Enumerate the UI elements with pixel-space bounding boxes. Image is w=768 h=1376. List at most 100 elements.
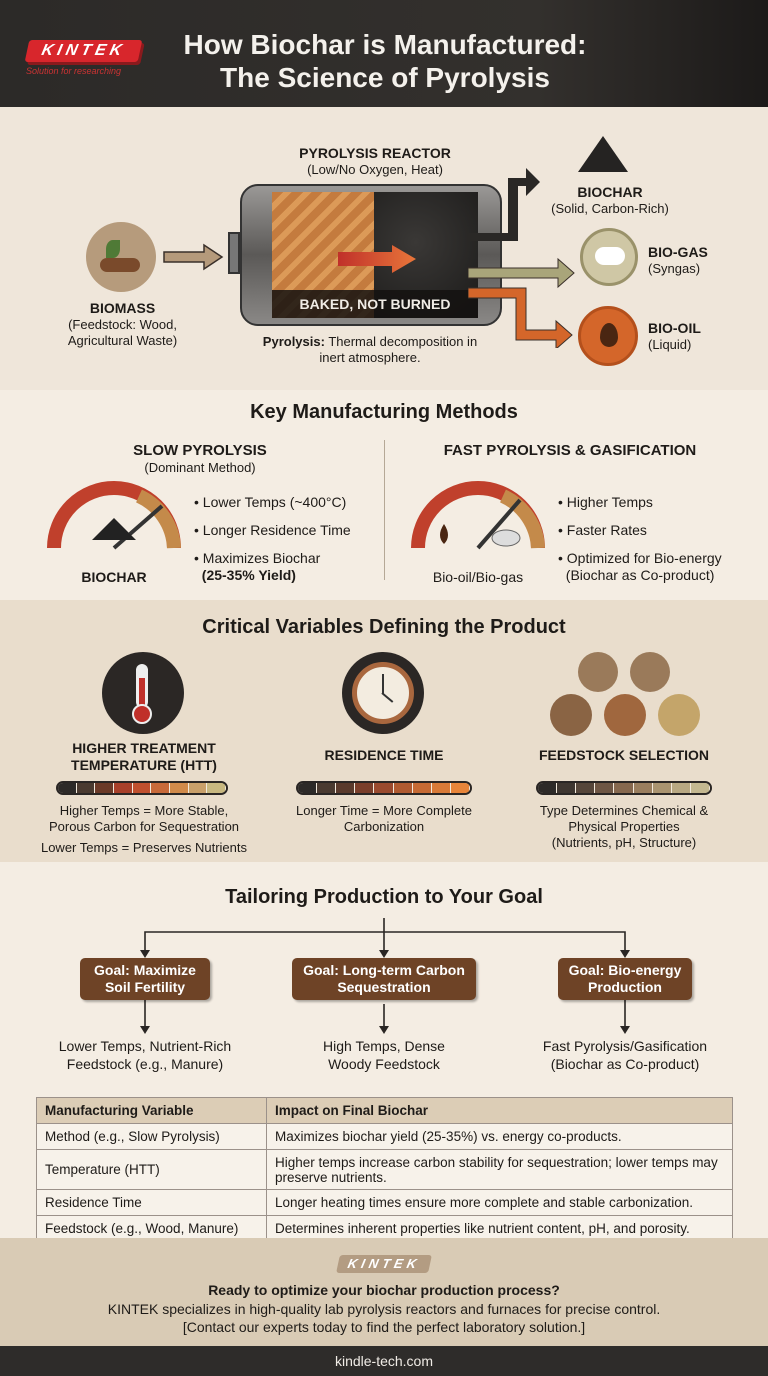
table-cell: Temperature (HTT) <box>36 1149 267 1190</box>
biochar-pile-icon <box>578 136 628 172</box>
reactor-title: PYROLYSIS REACTOR <box>299 145 451 161</box>
goal-line-2: Sequestration <box>337 979 431 995</box>
biomass-sub: (Feedstock: Wood, Agricultural Waste) <box>50 317 195 349</box>
divider <box>384 440 385 580</box>
heat-arrow-icon <box>338 245 416 273</box>
reactor-inlet <box>228 232 240 274</box>
biogas-title: BIO-GAS <box>648 244 708 260</box>
htt-title-1: HIGHER TREATMENT <box>72 740 216 756</box>
biochar-title: BIOCHAR <box>577 184 643 200</box>
htt-scale-bar <box>56 781 228 795</box>
table-row: Residence Time Longer heating times ensur… <box>36 1189 733 1216</box>
table-cell: Determines inherent properties like nutr… <box>266 1215 733 1242</box>
bullet: • Higher Temps <box>558 494 653 510</box>
bullet-bold: (25-35% Yield) <box>201 567 296 583</box>
table-cell: Longer heating times ensure more complet… <box>266 1189 733 1216</box>
cta-headline: Ready to optimize your biochar productio… <box>208 1282 560 1298</box>
bullet: • Faster Rates <box>558 522 647 538</box>
biooil-title: BIO-OIL <box>648 320 701 336</box>
reactor-subtitle: (Low/No Oxygen, Heat) <box>307 162 443 177</box>
bullet-text: Maximizes Biochar <box>202 550 321 566</box>
bullet-text: Longer Residence Time <box>202 522 351 538</box>
feedstock-title: FEEDSTOCK SELECTION <box>538 747 710 763</box>
result-line-2: (Biochar as Co-product) <box>550 1056 700 1072</box>
htt-desc-3: Lower Temps = Preserves Nutrients <box>40 840 248 855</box>
cta-logo[interactable]: KINTEK <box>336 1255 432 1273</box>
fast-gauge <box>411 481 545 550</box>
clock-icon <box>342 652 424 734</box>
cta-contact-link[interactable]: [Contact our experts today to find the p… <box>182 1319 586 1335</box>
table-cell: Method (e.g., Slow Pyrolysis) <box>36 1123 267 1150</box>
goal-soil-fertility[interactable]: Goal: Maximize Soil Fertility <box>80 958 210 1000</box>
goal-result: High Temps, Dense Woody Feedstock <box>274 1037 494 1073</box>
fast-bullets: • Higher Temps • Faster Rates • Optimized … <box>558 488 722 584</box>
slow-gauge-label: BIOCHAR <box>81 569 147 585</box>
column-header: Impact on Final Biochar <box>266 1097 733 1124</box>
bullet-text: Faster Rates <box>566 522 647 538</box>
column-header: Manufacturing Variable <box>36 1097 267 1124</box>
arrow-icon <box>163 243 224 271</box>
residence-title: RESIDENCE TIME <box>324 747 444 763</box>
htt-title-2: TEMPERATURE (HTT) <box>71 757 217 773</box>
bullet-text: Lower Temps (~400°C) <box>202 494 347 510</box>
goal-line-1: Goal: Bio-energy <box>568 962 682 978</box>
goal-line-1: Goal: Maximize <box>94 962 196 978</box>
result-line-2: Feedstock (e.g., Manure) <box>66 1056 224 1072</box>
bullet: • Optimized for Bio-energy (Biochar as C… <box>558 550 722 583</box>
bullet: • Longer Residence Time <box>194 522 351 538</box>
slow-gauge <box>47 481 181 550</box>
goal-bio-energy[interactable]: Goal: Bio-energy Production <box>558 958 692 1000</box>
cta-description: KINTEK specializes in high-quality lab p… <box>107 1301 661 1317</box>
output-arrows <box>468 168 575 348</box>
biogas-sub: (Syngas) <box>648 261 701 276</box>
htt-desc: Higher Temps = More Stable, Porous Carbon… <box>34 803 254 856</box>
htt-desc-1: Higher Temps = More Stable, <box>59 803 229 818</box>
bullet-text: Optimized for Bio-energy <box>566 550 722 566</box>
table-header-row: Manufacturing Variable Impact on Final Bi… <box>36 1097 733 1124</box>
feedstock-icons <box>546 650 706 740</box>
residence-desc-2: Carbonization <box>343 819 425 834</box>
bullet: • Maximizes Biochar (25-35% Yield) <box>194 550 321 583</box>
fast-title: FAST PYROLYSIS & GASIFICATION <box>443 442 697 459</box>
methods-title: Key Manufacturing Methods <box>250 401 518 423</box>
kintek-logo[interactable]: KINTEK <box>24 40 143 62</box>
variables-title: Critical Variables Defining the Product <box>202 616 566 638</box>
residence-desc-1: Longer Time = More Complete <box>296 803 472 818</box>
result-line-1: Lower Temps, Nutrient-Rich <box>58 1038 232 1054</box>
biomass-title: BIOMASS <box>89 300 156 316</box>
feedstock-scale-bar <box>536 781 712 795</box>
thermometer-icon <box>102 652 184 734</box>
goals-title: Tailoring Production to Your Goal <box>225 886 543 908</box>
biomass-sub-2: Agricultural Waste) <box>67 333 178 348</box>
fast-gauge-label: Bio-oil/Bio-gas <box>432 569 524 585</box>
reactor-label: BAKED, NOT BURNED <box>272 290 478 318</box>
goal-line-2: Production <box>588 979 662 995</box>
feedstock-desc: Type Determines Chemical & Physical Prope… <box>514 803 734 851</box>
caption-text: Thermal decomposition in inert atmospher… <box>319 334 478 365</box>
goal-line-2: Soil Fertility <box>104 979 186 995</box>
feedstock-desc-3: (Nutrients, pH, Structure) <box>551 835 697 850</box>
htt-title: HIGHER TREATMENT TEMPERATURE (HTT) <box>44 740 244 774</box>
residence-scale-bar <box>296 781 472 795</box>
footer-url[interactable]: kindle-tech.com <box>0 1346 768 1376</box>
slow-title: SLOW PYROLYSIS <box>133 442 267 459</box>
cloud-icon <box>580 228 638 286</box>
slow-sub: (Dominant Method) <box>144 460 256 475</box>
goal-connectors <box>140 918 630 1034</box>
result-line-2: Woody Feedstock <box>328 1056 440 1072</box>
slow-bullets: • Lower Temps (~400°C) • Longer Residence… <box>194 488 351 584</box>
summary-table: Manufacturing Variable Impact on Final Bi… <box>36 1097 733 1242</box>
residence-desc: Longer Time = More Complete Carbonization <box>274 803 494 835</box>
table-row: Temperature (HTT) Higher temps increase c… <box>36 1149 733 1190</box>
bullet: • Lower Temps (~400°C) <box>194 494 347 510</box>
table-cell: Higher temps increase carbon stability f… <box>266 1149 733 1190</box>
table-row: Method (e.g., Slow Pyrolysis) Maximizes b… <box>36 1123 733 1150</box>
logo-tagline: Solution for researching <box>26 66 122 76</box>
title-line-2: The Science of Pyrolysis <box>220 62 550 93</box>
result-line-1: Fast Pyrolysis/Gasification <box>542 1038 708 1054</box>
goal-result: Fast Pyrolysis/Gasification (Biochar as C… <box>515 1037 735 1073</box>
biochar-sub: (Solid, Carbon-Rich) <box>551 201 669 216</box>
goal-carbon-sequestration[interactable]: Goal: Long-term Carbon Sequestration <box>292 958 476 1000</box>
caption-bold: Pyrolysis: <box>262 334 325 349</box>
droplet-icon <box>578 306 638 366</box>
